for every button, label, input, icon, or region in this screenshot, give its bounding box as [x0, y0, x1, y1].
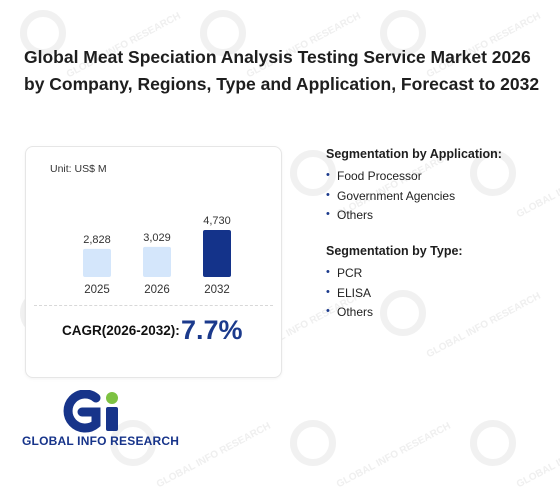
bar-value-label: 3,029	[143, 232, 171, 244]
watermark-logo-icon	[470, 420, 516, 466]
watermark-logo-icon	[290, 420, 336, 466]
chart-unit-label: Unit: US$ M	[50, 163, 107, 175]
x-tick-label: 2026	[144, 284, 170, 296]
list-item: PCR	[326, 266, 546, 286]
bar-chart: 2,828 2025 3,029 2026 4,730 2032	[83, 215, 231, 296]
list-item: Food Processor	[326, 169, 546, 189]
page-title: Global Meat Speciation Analysis Testing …	[24, 47, 540, 94]
bar-value-label: 2,828	[83, 234, 111, 246]
segmentation-type-list: PCR ELISA Others	[326, 266, 546, 325]
segmentation-type: Segmentation by Type: PCR ELISA Others	[326, 244, 546, 325]
list-item: Others	[326, 305, 546, 325]
x-tick-label: 2025	[84, 284, 110, 296]
watermark-text: GLOBAL INFO RESEARCH	[334, 420, 453, 490]
list-item: Government Agencies	[326, 189, 546, 209]
segmentation-application: Segmentation by Application: Food Proces…	[326, 147, 546, 228]
segmentation-type-title: Segmentation by Type:	[326, 244, 463, 258]
cagr-value: 7.7%	[181, 315, 243, 345]
bar-2025	[83, 248, 111, 277]
segmentation-application-list: Food Processor Government Agencies Other…	[326, 169, 546, 228]
bar-value-label: 4,730	[203, 215, 231, 227]
card-divider	[34, 305, 273, 306]
x-tick-label: 2032	[204, 284, 230, 296]
segmentation-application-title: Segmentation by Application:	[326, 147, 502, 161]
cagr-label: CAGR(2026-2032):	[62, 323, 180, 338]
list-item: ELISA	[326, 286, 546, 306]
brand-name: GLOBAL INFO RESEARCH	[22, 434, 180, 448]
bar-2032	[203, 230, 231, 277]
list-item: Others	[326, 208, 546, 228]
bar-2026	[143, 246, 171, 277]
watermark-text: GLOBAL INFO RESEARCH	[514, 421, 560, 490]
brand-logo: GLOBAL INFO RESEARCH	[22, 389, 197, 450]
gi-logo-icon	[63, 389, 118, 433]
chart-card: Unit: US$ M 2,828 2025 3,029 2026 4,730 2032 …	[25, 146, 282, 378]
